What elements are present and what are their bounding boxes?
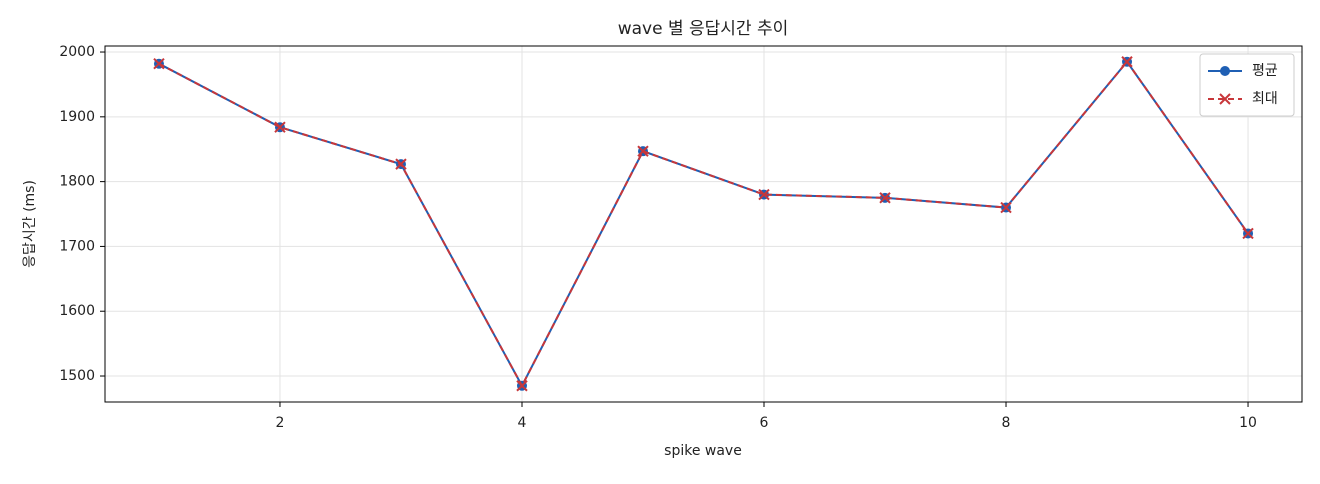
marker xyxy=(153,57,165,70)
marker xyxy=(879,192,891,204)
marker xyxy=(1000,201,1012,214)
legend-label: 최대 xyxy=(1252,91,1278,107)
y-tick-label: 1600 xyxy=(59,303,95,319)
plot-frame xyxy=(104,45,1303,403)
x-axis-label: spike wave xyxy=(664,443,742,459)
x-tick-label: 2 xyxy=(276,415,285,431)
x-tick-label: 8 xyxy=(1002,415,1011,431)
y-tick-label: 2000 xyxy=(59,44,95,60)
marker xyxy=(516,380,528,392)
x-tick-label: 10 xyxy=(1239,415,1257,431)
y-tick-label: 1900 xyxy=(59,109,95,125)
y-axis-label: 응답시간 (ms) xyxy=(22,180,38,268)
chart-title: wave 별 응답시간 추이 xyxy=(618,19,789,39)
x-tick-label: 6 xyxy=(760,415,769,431)
marker xyxy=(1219,93,1231,105)
y-tick-label: 1500 xyxy=(59,368,95,384)
marker xyxy=(274,121,286,133)
marker xyxy=(1121,56,1133,68)
x-tick-label: 4 xyxy=(518,415,527,431)
line xyxy=(158,60,1249,388)
line xyxy=(158,60,1249,388)
marker xyxy=(637,145,649,157)
legend-box xyxy=(1199,53,1295,117)
marker xyxy=(395,158,407,170)
marker xyxy=(1242,227,1254,240)
y-tick-label: 1800 xyxy=(59,174,95,190)
legend-label: 평균 xyxy=(1252,63,1278,79)
y-tick-label: 1700 xyxy=(59,238,95,254)
marker xyxy=(758,188,770,201)
marker xyxy=(1220,66,1230,76)
